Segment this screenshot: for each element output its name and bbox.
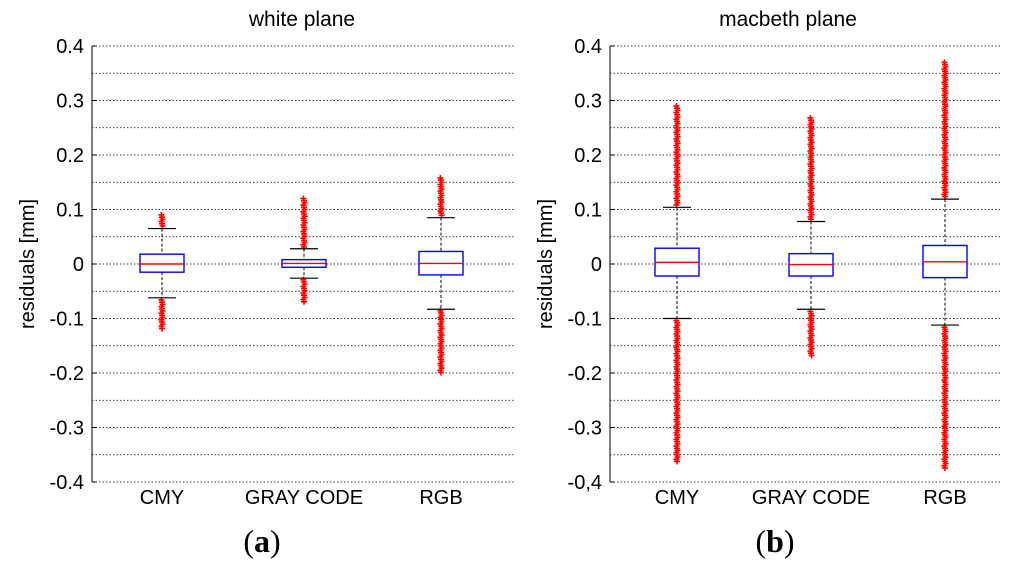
panel-a-y-axis-label: residuals [mm]	[17, 199, 39, 329]
x-tick-label-cmy: CMY	[655, 487, 699, 509]
y-tick-label: -0.4	[50, 472, 84, 494]
box-gray-code	[281, 195, 327, 305]
y-tick-label: 0.1	[574, 200, 602, 222]
y-tick-label: 0.4	[574, 36, 602, 58]
outlier-marker	[301, 298, 307, 305]
y-tick-label: -0.2	[50, 363, 84, 385]
box-cmy	[139, 211, 185, 332]
y-tick-label: 0	[73, 254, 84, 276]
box-rgb	[922, 59, 968, 472]
outlier-marker	[808, 352, 815, 359]
outlier-marker	[438, 369, 444, 376]
panel-a-boxes	[139, 174, 464, 376]
y-tick-label: 0.1	[56, 200, 84, 222]
outlier-marker	[942, 465, 948, 472]
y-tick-label: -0.1	[568, 309, 602, 331]
panel-b-label: (b)	[755, 523, 794, 559]
box-gray-code	[788, 114, 834, 359]
panel-a-label-letter: a	[254, 523, 270, 559]
panel-b: macbeth plane residuals [mm] -0,4 -0.3 -0.…	[535, 8, 1002, 559]
y-tick-label: -0.1	[50, 309, 84, 331]
panel-a-y-ticks: -0.4 -0.3 -0.2 -0.1 0 0.1 0.2 0.3 0.4	[50, 36, 97, 494]
y-tick-label: 0.4	[56, 36, 84, 58]
outlier-marker	[159, 222, 166, 229]
panel-b-y-axis-label: residuals [mm]	[535, 199, 557, 329]
y-tick-label: 0.2	[574, 145, 602, 167]
box-rgb	[418, 174, 464, 376]
y-tick-label: -0,4	[568, 472, 602, 494]
panel-a-title: white plane	[248, 8, 355, 31]
x-tick-label-gray-code: GRAY CODE	[752, 487, 870, 509]
y-tick-label: -0.3	[50, 418, 84, 440]
y-tick-label: -0.2	[568, 363, 602, 385]
outlier-marker	[674, 458, 680, 465]
panel-a-label: (a)	[243, 523, 280, 559]
y-tick-label: 0.3	[56, 91, 84, 113]
panel-b-x-ticks: CMY GRAY CODE RGB	[655, 487, 967, 509]
x-tick-label-rgb: RGB	[419, 487, 462, 509]
iqr-box	[139, 253, 185, 273]
panel-a: white plane residuals [mm] -0.4-0.3-0.2-…	[17, 8, 515, 559]
x-tick-label-rgb: RGB	[923, 487, 966, 509]
outlier-marker	[159, 325, 165, 332]
panel-b-label-letter: b	[766, 523, 784, 559]
box-cmy	[654, 102, 700, 465]
panel-b-y-ticks: -0,4 -0.3 -0.2 -0.1 0 0.1 0.2 0.3 0.4	[568, 36, 615, 494]
panel-b-title: macbeth plane	[719, 8, 857, 31]
y-tick-label: -0.3	[568, 418, 602, 440]
y-tick-label: 0.2	[56, 145, 84, 167]
y-tick-label: 0	[591, 254, 602, 276]
panel-a-x-ticks: CMY GRAY CODE RGB	[140, 487, 463, 509]
x-tick-label-cmy: CMY	[140, 487, 184, 509]
x-tick-label-gray-code: GRAY CODE	[245, 487, 363, 509]
y-tick-label: 0.3	[574, 91, 602, 113]
panel-b-boxes	[654, 59, 968, 472]
